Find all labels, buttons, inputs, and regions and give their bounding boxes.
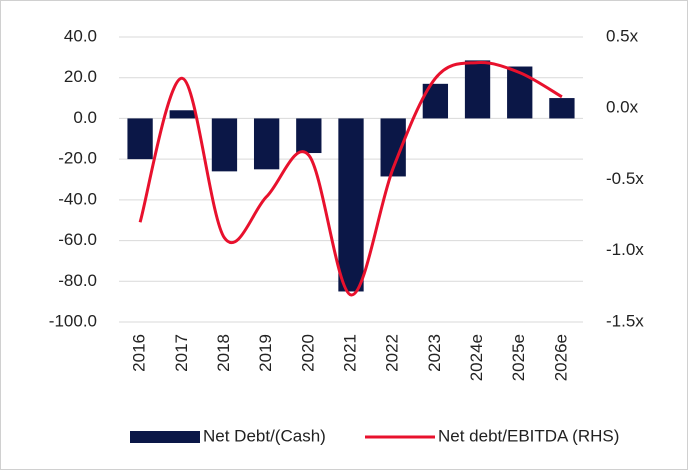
legend-label: Net debt/EBITDA (RHS) xyxy=(438,426,619,445)
y2-tick-label: -0.5x xyxy=(606,169,644,188)
x-tick-label: 2016 xyxy=(130,334,149,372)
x-tick-label: 2022 xyxy=(383,334,402,372)
bar xyxy=(211,118,238,172)
y2-tick-label: -1.5x xyxy=(606,311,644,330)
line xyxy=(138,61,563,297)
y2-tick-label: -1.0x xyxy=(606,240,644,259)
bar xyxy=(464,60,491,119)
x-tick-label: 2019 xyxy=(256,334,275,372)
legend-label: Net Debt/(Cash) xyxy=(203,426,326,445)
y-tick-label: -20.0 xyxy=(58,149,97,168)
y2-tick-label: 0.5x xyxy=(606,26,639,45)
y2-tick-label: 0.0x xyxy=(606,98,639,117)
bar xyxy=(507,66,533,119)
y-tick-label: -40.0 xyxy=(58,189,97,208)
bar xyxy=(296,118,322,154)
y-tick-label: 20.0 xyxy=(64,67,97,86)
x-tick-label: 2021 xyxy=(340,334,359,372)
x-tick-label: 2020 xyxy=(298,334,317,372)
bar xyxy=(169,110,195,119)
x-tick-label: 2026e xyxy=(551,334,570,381)
y-tick-label: -60.0 xyxy=(58,230,97,249)
bar xyxy=(127,118,153,160)
x-tick-label: 2017 xyxy=(172,334,191,372)
bar xyxy=(338,118,364,292)
y-tick-label: 40.0 xyxy=(64,26,97,45)
legend-swatch xyxy=(130,431,200,443)
bar xyxy=(253,118,280,170)
x-tick-label: 2024e xyxy=(467,334,486,381)
x-tick-label: 2018 xyxy=(214,334,233,372)
y-tick-label: -80.0 xyxy=(58,271,97,290)
x-tick-label: 2023 xyxy=(425,334,444,372)
x-tick-label: 2025e xyxy=(509,334,528,381)
bar xyxy=(549,98,575,119)
y-tick-label: -100.0 xyxy=(49,311,97,330)
y-tick-label: 0.0 xyxy=(73,108,97,127)
